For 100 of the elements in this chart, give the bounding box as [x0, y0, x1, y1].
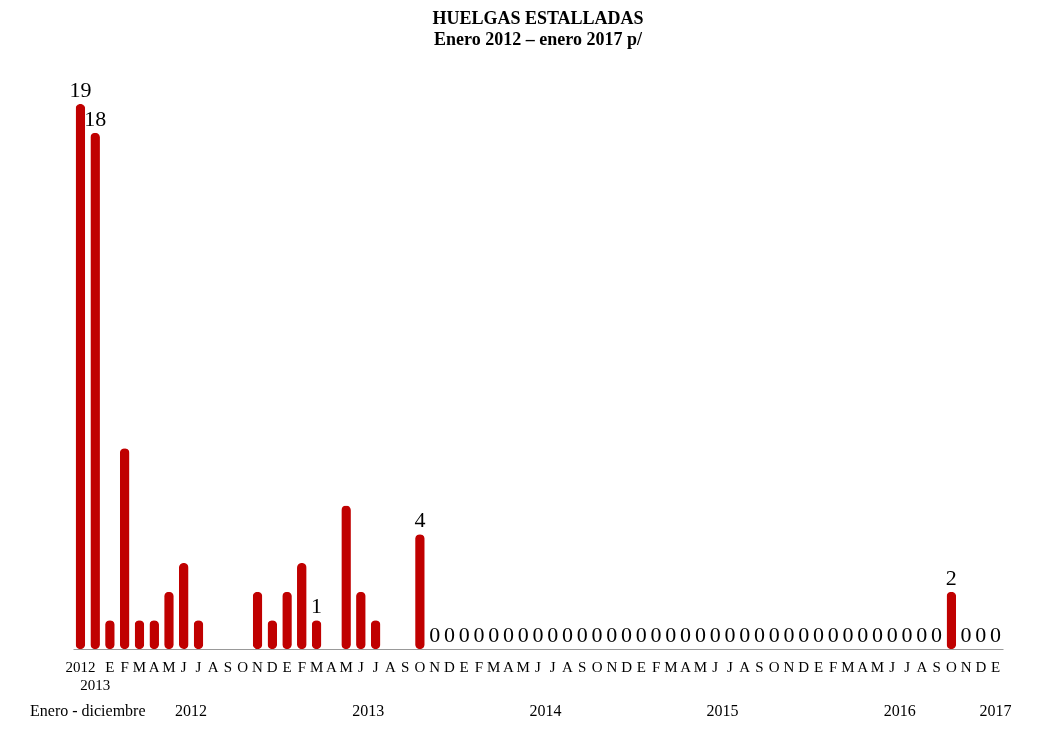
x-tick-label: S	[932, 658, 941, 675]
data-label: 0	[488, 622, 500, 647]
x-tick-label: A	[857, 658, 869, 675]
x-tick-label: J	[889, 658, 896, 675]
x-tick-label: M	[132, 658, 147, 675]
data-label: 0	[783, 622, 795, 647]
x-tick-label: J	[180, 658, 187, 675]
x-tick-label: O	[768, 658, 780, 675]
data-label: 0	[621, 622, 633, 647]
data-label: 0	[709, 622, 721, 647]
x-tick-label: F	[474, 658, 484, 675]
data-label: 4	[414, 507, 426, 533]
x-tick-label: O	[591, 658, 603, 675]
text: 2015	[706, 702, 739, 719]
data-label: 0	[694, 622, 706, 647]
x-tick-label: O	[945, 658, 957, 675]
text: 2013	[352, 702, 385, 719]
x-tick-label: E	[459, 658, 469, 675]
x-tick-label: M	[841, 658, 855, 675]
x-tick-label: A	[384, 658, 396, 675]
x-tick-label: A	[148, 658, 160, 675]
x-tick-label: D	[621, 658, 633, 675]
data-label: 0	[665, 622, 677, 647]
data-label: 0	[812, 622, 824, 647]
data-label: 0	[547, 622, 559, 647]
text: 2012	[175, 702, 208, 719]
data-label: 0	[901, 622, 913, 647]
x-tick-label: 2012	[65, 658, 96, 675]
x-tick-label: M	[516, 658, 530, 675]
data-label: 0	[502, 622, 514, 647]
x-tick-label: A	[325, 658, 337, 675]
x-tick-label: F	[651, 658, 661, 675]
data-label: 0	[635, 622, 647, 647]
data-label: 0	[872, 622, 884, 647]
x-tick-label: E	[282, 658, 292, 675]
data-label: 0	[562, 622, 574, 647]
x-tick-label: N	[960, 658, 972, 675]
x-tick-label: F	[120, 658, 129, 675]
x-tick-label: S	[755, 658, 764, 675]
x-tick-label: N	[429, 658, 441, 675]
data-label: 0	[975, 622, 987, 647]
data-label: 18	[84, 105, 107, 131]
x-tick-label: A	[680, 658, 692, 675]
data-label: 0	[576, 622, 588, 647]
data-label: 0	[827, 622, 839, 647]
data-label: 0	[960, 622, 972, 647]
x-tick-label: F	[297, 658, 306, 675]
x-tick-label: J	[372, 658, 379, 675]
data-label: 0	[916, 622, 928, 647]
data-label: 0	[753, 622, 765, 647]
data-label: 0	[458, 622, 470, 647]
x-tick-label: J	[195, 658, 202, 675]
x-tick-label: M	[309, 658, 324, 675]
x-tick-label: O	[414, 658, 426, 675]
data-label: 19	[69, 77, 92, 102]
bar	[75, 104, 86, 649]
bar	[178, 562, 189, 649]
x-tick-label: E	[813, 658, 824, 675]
data-label: 1	[311, 593, 323, 619]
x-tick-label: J	[904, 658, 911, 675]
x-tick-label: A	[739, 658, 751, 675]
data-label: 0	[842, 622, 854, 647]
text: 2017	[979, 702, 1012, 719]
x-tick-label: N	[783, 658, 795, 675]
chart-title: HUELGAS ESTALLADAS	[432, 8, 644, 28]
x-tick-label: J	[535, 658, 542, 675]
x-tick-label: D	[798, 658, 810, 675]
data-label: 0	[768, 622, 780, 647]
text: 2014	[529, 702, 562, 719]
x-tick-label: S	[223, 658, 233, 675]
x-tick-label: S	[400, 658, 410, 675]
x-tick-label: A	[503, 658, 515, 675]
x-tick-label: E	[991, 658, 1001, 675]
x-tick-label: M	[664, 658, 678, 675]
bar	[119, 448, 130, 649]
x-tick-label: E	[105, 658, 115, 675]
text: Enero - diciembre	[30, 702, 146, 719]
x-tick-label: F	[829, 658, 838, 675]
data-label: 0	[443, 622, 455, 647]
x-tick-label: D	[266, 658, 278, 675]
x-tick-label: J	[726, 658, 733, 675]
x-tick-label: J	[357, 658, 364, 675]
x-tick-label: A	[562, 658, 574, 675]
data-label: 2	[945, 564, 957, 590]
x-tick-label: N	[606, 658, 618, 675]
data-label: 0	[517, 622, 529, 647]
x-tick-label: O	[237, 658, 249, 675]
data-label: 0	[990, 622, 1002, 647]
x-tick-label: A	[207, 658, 219, 675]
data-label: 0	[931, 622, 943, 647]
data-label: 0	[724, 622, 736, 647]
data-label: 0	[473, 622, 485, 647]
x-tick-label: A	[916, 658, 928, 675]
data-label: 0	[798, 622, 810, 647]
data-label: 0	[532, 622, 544, 647]
x-tick-label: M	[693, 658, 708, 675]
x-tick-label: S	[578, 658, 587, 675]
x-tick-label: E	[636, 658, 646, 675]
chart-subtitle: Enero 2012 – enero 2017 p/	[434, 29, 643, 49]
x-tick-label: J	[712, 658, 719, 675]
